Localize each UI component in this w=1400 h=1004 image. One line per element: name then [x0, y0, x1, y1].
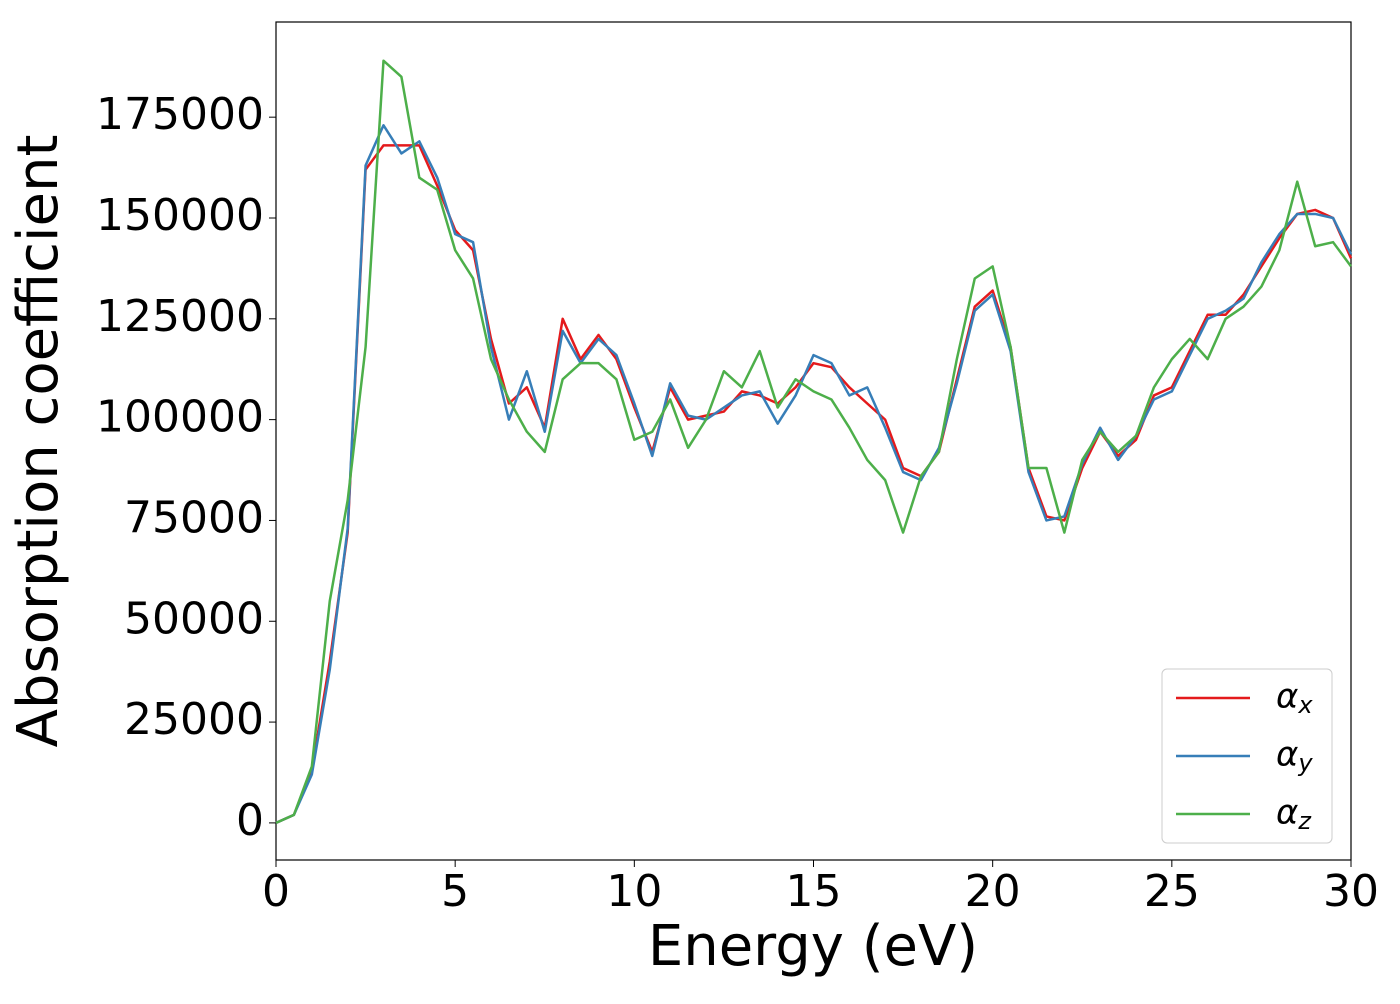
- x-tick-label: 0: [262, 866, 290, 917]
- x-axis-label: Energy (eV): [648, 914, 978, 979]
- x-tick-label: 10: [606, 866, 662, 917]
- x-tick-label: 20: [965, 866, 1021, 917]
- y-axis-label: Absorption coefficient: [6, 135, 71, 748]
- y-tick-label: 125000: [96, 291, 264, 342]
- series-line: [275, 59, 1353, 825]
- x-tick-label: 30: [1323, 866, 1379, 917]
- y-tick-label: 150000: [96, 190, 264, 241]
- y-tick-label: 0: [236, 795, 264, 846]
- y-tick-label: 175000: [96, 89, 264, 140]
- x-tick-label: 5: [441, 866, 469, 917]
- x-tick-label: 25: [1144, 866, 1200, 917]
- y-tick-label: 50000: [124, 593, 264, 644]
- y-tick-label: 75000: [124, 492, 264, 543]
- y-tick-label: 25000: [124, 694, 264, 745]
- series-line: [275, 123, 1353, 825]
- y-tick-label: 100000: [96, 392, 264, 443]
- x-tick-label: 15: [786, 866, 842, 917]
